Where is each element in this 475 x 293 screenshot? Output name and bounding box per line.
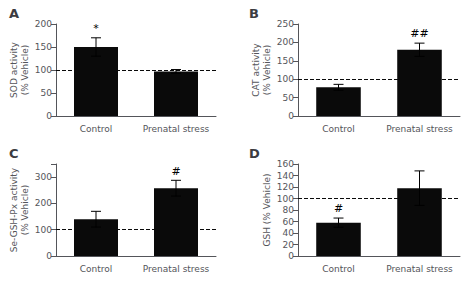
- svg-text:(% Vehicle): (% Vehicle): [20, 185, 30, 236]
- svg-text:50: 50: [283, 93, 295, 103]
- svg-text:100: 100: [35, 225, 52, 235]
- svg-text:Control: Control: [322, 124, 355, 134]
- svg-text:B: B: [249, 6, 259, 21]
- svg-text:150: 150: [35, 42, 52, 52]
- svg-text:(% Vehicle): (% Vehicle): [262, 45, 272, 96]
- svg-text:140: 140: [277, 171, 294, 181]
- svg-text:0: 0: [288, 251, 294, 261]
- svg-text:120: 120: [277, 182, 294, 192]
- svg-text:150: 150: [277, 56, 294, 66]
- svg-text:C: C: [9, 146, 19, 161]
- svg-text:#: #: [171, 165, 180, 178]
- svg-text:Prenatal stress: Prenatal stress: [386, 124, 453, 134]
- svg-text:160: 160: [277, 159, 294, 169]
- svg-text:200: 200: [35, 198, 52, 208]
- svg-text:100: 100: [277, 74, 294, 84]
- svg-text:50: 50: [41, 88, 53, 98]
- svg-text:CAT activity: CAT activity: [251, 43, 261, 97]
- svg-text:100: 100: [35, 65, 52, 75]
- svg-text:80: 80: [283, 205, 295, 215]
- svg-text:40: 40: [283, 228, 295, 238]
- svg-text:60: 60: [283, 217, 295, 227]
- svg-text:(% Vehicle): (% Vehicle): [20, 45, 30, 96]
- svg-text:300: 300: [35, 172, 52, 182]
- svg-text:0: 0: [288, 111, 294, 121]
- svg-text:0: 0: [46, 111, 52, 121]
- svg-text:D: D: [249, 146, 260, 161]
- svg-text:Control: Control: [80, 124, 113, 134]
- svg-text:200: 200: [35, 19, 52, 29]
- svg-text:*: *: [93, 22, 99, 35]
- svg-text:#: #: [334, 202, 343, 215]
- svg-text:200: 200: [277, 37, 294, 47]
- svg-text:0: 0: [46, 251, 52, 261]
- svg-text:Se-GSH-Px activity: Se-GSH-Px activity: [9, 167, 19, 252]
- svg-text:Prenatal stress: Prenatal stress: [143, 124, 210, 134]
- svg-text:Control: Control: [80, 264, 113, 274]
- svg-text:20: 20: [283, 240, 295, 250]
- svg-text:GSH (% Vehicle): GSH (% Vehicle): [262, 174, 272, 247]
- svg-text:Prenatal stress: Prenatal stress: [386, 264, 453, 274]
- svg-text:250: 250: [277, 19, 294, 29]
- svg-text:SOD activity: SOD activity: [9, 41, 19, 97]
- svg-text:100: 100: [277, 194, 294, 204]
- svg-text:A: A: [9, 6, 19, 21]
- svg-text:##: ##: [410, 27, 428, 40]
- svg-text:Prenatal stress: Prenatal stress: [143, 264, 210, 274]
- svg-text:Control: Control: [322, 264, 355, 274]
